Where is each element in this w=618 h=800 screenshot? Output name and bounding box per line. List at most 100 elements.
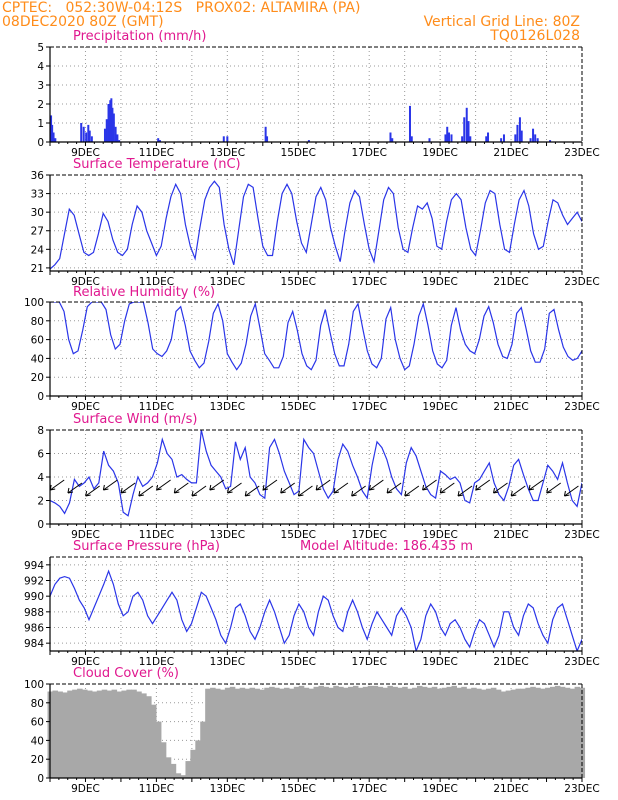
wind-arrowhead [422, 484, 428, 491]
cloud-bar [175, 773, 182, 778]
x-tick-label: 11DEC [139, 147, 174, 159]
cloud-bar [520, 688, 526, 778]
precip-bar [446, 126, 449, 142]
y-tick-label: 0 [37, 137, 44, 149]
cloud-bar [195, 740, 201, 778]
wind-arrow [315, 479, 331, 491]
cloud-bar [510, 689, 517, 778]
x-tick-label: 21DEC [493, 147, 528, 159]
wind-arrowhead [120, 487, 127, 494]
x-tick-label: 13DEC [210, 401, 245, 413]
cloud-bar [485, 688, 492, 778]
cloud-bar [239, 687, 246, 778]
cloud-bar [476, 688, 482, 778]
cloud-bar [279, 688, 285, 778]
cloud-bar [86, 690, 93, 778]
wind-arrowhead [280, 487, 286, 494]
precip-bar [50, 115, 53, 142]
cloud-bar [471, 687, 477, 778]
x-tick-label: 23DEC [564, 783, 599, 795]
x-tick-label: 11DEC [139, 276, 174, 288]
x-tick-label: 23DEC [564, 401, 599, 413]
cloud-bar [348, 686, 354, 778]
precip-bar [90, 136, 93, 142]
y-tick-label: 8 [37, 425, 44, 437]
x-tick-label: 17DEC [351, 783, 386, 795]
precip-bar [485, 136, 488, 142]
cloud-bar [525, 687, 531, 778]
precip-bar [110, 98, 113, 142]
panel-title: Relative Humidity (%) [73, 285, 215, 300]
cloud-bar [441, 687, 448, 778]
cloud-bar [77, 688, 83, 778]
panel-title: Cloud Cover (%) [73, 666, 179, 681]
cloud-bar [530, 686, 536, 778]
x-tick-label: 17DEC [351, 529, 386, 541]
wind-arrow [138, 485, 154, 497]
cloud-bar [229, 686, 236, 778]
precip-bar [520, 130, 523, 142]
cloud-bar [421, 686, 428, 778]
wind-arrowhead [386, 487, 393, 494]
precip-bar [518, 117, 521, 142]
y-tick-label: 6 [37, 449, 44, 461]
precip-bar [226, 136, 229, 142]
precip-bar [536, 138, 539, 142]
wind-arrowhead [528, 484, 535, 491]
panel-5: Surface Pressure (hPa) Model Altitude: 18… [24, 539, 600, 668]
precip-bar [107, 104, 110, 142]
wind-arrowhead [351, 490, 357, 497]
cloud-bar [155, 721, 162, 778]
cloud-bar [111, 689, 118, 778]
cloud-bar [165, 757, 172, 778]
panel-2: Surface Temperature (nC) 21 24 27 30 33 36 9DEC… [31, 157, 600, 288]
x-tick-label: 15DEC [281, 656, 316, 668]
cloud-bar [500, 691, 507, 778]
x-tick-label: 15DEC [281, 529, 316, 541]
y-tick-label: 986 [24, 623, 44, 635]
wind-arrowhead [368, 484, 375, 491]
precip-bar [444, 134, 447, 142]
y-tick-label: 24 [31, 244, 45, 256]
series-line [50, 180, 582, 270]
x-tick-label: 9DEC [71, 529, 100, 541]
cloud-bar [259, 689, 265, 778]
precip-bar [105, 119, 108, 142]
y-tick-label: 20 [31, 372, 44, 384]
wind-arrowhead [67, 487, 74, 494]
cloud-bar [318, 685, 324, 778]
wind-arrowhead [563, 490, 570, 497]
cloud-bar [62, 692, 68, 778]
cloud-bar [190, 749, 196, 778]
cloud-bar [372, 685, 379, 778]
panel-6: Cloud Cover (%) 0 20 40 60 80 100 9DEC 11DEC 13DE… [24, 666, 600, 795]
wind-arrow [156, 479, 171, 491]
wind-arrow [120, 482, 136, 494]
x-tick-label: 9DEC [71, 401, 100, 413]
cloud-bar [540, 688, 546, 778]
x-tick-label: 23DEC [564, 276, 599, 288]
precip-bar [461, 136, 464, 142]
series-line [50, 302, 582, 371]
precip-bar [82, 126, 85, 142]
wind-arrow [351, 485, 366, 497]
x-tick-label: 11DEC [139, 401, 174, 413]
cloud-bar [416, 685, 423, 778]
y-tick-label: 21 [31, 263, 44, 275]
cloud-bar [269, 686, 275, 778]
wind-arrow [493, 482, 508, 494]
y-tick-label: 994 [24, 560, 44, 572]
y-tick-label: 20 [31, 754, 44, 766]
wind-arrow [564, 485, 579, 497]
cloud-bar [136, 691, 142, 778]
x-tick-label: 17DEC [351, 401, 386, 413]
wind-arrowhead [191, 490, 198, 497]
cloud-bar [219, 689, 226, 778]
y-tick-label: 40 [31, 353, 44, 365]
cloud-bar [505, 690, 512, 778]
cloud-bar [382, 687, 389, 778]
cloud-bar [343, 687, 349, 778]
x-tick-label: 9DEC [71, 147, 100, 159]
wind-arrowhead [475, 484, 481, 491]
cloud-bar [357, 687, 364, 778]
